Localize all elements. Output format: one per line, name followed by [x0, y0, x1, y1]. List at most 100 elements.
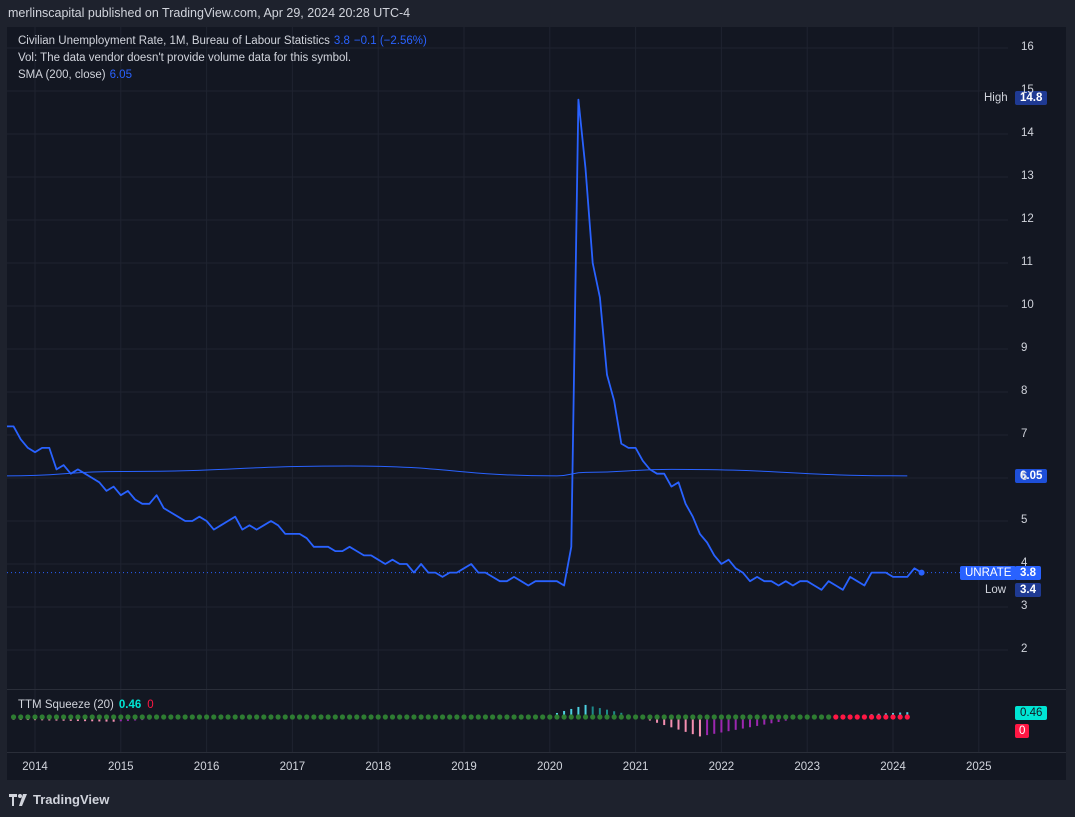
squeeze-dot [397, 714, 403, 720]
y-tick-label: 2 [1021, 643, 1028, 655]
legend-sma-value: 6.05 [109, 69, 132, 81]
squeeze-dot [625, 714, 632, 720]
squeeze-dot [382, 714, 388, 720]
momentum-bar [713, 717, 716, 734]
squeeze-dot [826, 714, 832, 720]
squeeze-dot [432, 714, 438, 720]
squeeze-dot [575, 714, 582, 720]
last-value-dot [918, 569, 925, 576]
squeeze-dot [25, 714, 31, 720]
squeeze-dot [46, 714, 52, 720]
squeeze-dot [554, 714, 560, 720]
x-tick-label: 2017 [279, 761, 306, 773]
squeeze-dot [683, 714, 689, 720]
pane-separator[interactable] [7, 689, 1066, 690]
y-tick-label: 14 [1021, 127, 1034, 139]
squeeze-dot [282, 714, 288, 720]
sma-tag-value: 6.05 [1015, 469, 1048, 483]
published-by-line: merlinscapital published on TradingView.… [8, 6, 411, 20]
momentum-bar [698, 717, 701, 737]
squeeze-dot [640, 714, 646, 720]
squeeze-dot [246, 714, 253, 720]
squeeze-dot [697, 714, 703, 720]
unrate-line [7, 98, 923, 591]
momentum-bar [570, 708, 573, 717]
squeeze-dot [311, 714, 317, 720]
x-tick-label: 2020 [537, 761, 563, 773]
squeeze-dot [883, 714, 889, 720]
momentum-bar [756, 717, 759, 726]
squeeze-dot [96, 714, 102, 720]
squeeze-dot [568, 714, 574, 720]
squeeze-dot [582, 714, 589, 720]
squeeze-dot [68, 714, 74, 720]
squeeze-dot [647, 714, 653, 720]
squeeze-dot [189, 714, 195, 720]
momentum-bar [677, 717, 680, 730]
squeeze-dot [404, 714, 410, 720]
squeeze-dot [61, 714, 67, 720]
y-tick-label: 15 [1021, 84, 1034, 96]
x-tick-label: 2019 [451, 761, 477, 773]
momentum-bar [613, 711, 616, 717]
squeeze-dot [411, 714, 417, 720]
squeeze-dot [633, 714, 639, 720]
squeeze-dot [39, 714, 45, 720]
legend-last-value: 3.8 [333, 35, 350, 47]
squeeze-dot [811, 714, 817, 720]
footer-brand[interactable]: TradingView [9, 792, 109, 807]
squeeze-dot [211, 714, 217, 720]
squeeze-dot [733, 714, 739, 720]
momentum-bar [706, 717, 709, 736]
squeeze-dot [254, 714, 260, 720]
squeeze-dot [261, 714, 267, 720]
squeeze-dot [218, 714, 224, 720]
squeeze-dot [425, 714, 431, 720]
y-tick-label: 7 [1021, 428, 1028, 440]
squeeze-dot [847, 714, 853, 720]
legend-ttm-value2: 0 [147, 699, 154, 711]
squeeze-dot [776, 714, 782, 720]
squeeze-dot [561, 714, 567, 720]
chart-area[interactable] [7, 27, 1066, 780]
momentum-bar [720, 717, 723, 733]
squeeze-dot [239, 714, 245, 720]
squeeze-dot [504, 714, 510, 720]
squeeze-dot [768, 714, 775, 720]
squeeze-dot [225, 714, 231, 720]
squeeze-dot [304, 714, 310, 720]
squeeze-dot [754, 714, 760, 720]
high-tag-label: High [979, 91, 1013, 105]
squeeze-dot [368, 714, 374, 720]
squeeze-dot [132, 714, 138, 720]
squeeze-dot [182, 714, 188, 720]
x-tick-label: 2022 [708, 761, 735, 773]
squeeze-dot [454, 714, 460, 720]
symbol-tag-value: 3.8 [1015, 566, 1041, 580]
legend-vol-note: Vol: The data vendor doesn't provide vol… [18, 52, 352, 64]
squeeze-dot [654, 714, 660, 720]
squeeze-dot [790, 714, 796, 720]
squeeze-dot [232, 714, 238, 720]
y-tick-label: 4 [1021, 557, 1028, 569]
squeeze-dot [783, 714, 789, 720]
squeeze-dot [490, 714, 496, 720]
squeeze-dot [89, 714, 95, 720]
squeeze-dot [675, 714, 682, 720]
squeeze-dot [740, 714, 746, 720]
squeeze-dot [75, 714, 81, 720]
x-tick-label: 2018 [365, 761, 391, 773]
sma-line [6, 465, 908, 477]
momentum-bar [770, 717, 773, 724]
momentum-bar [598, 708, 601, 717]
high-tag-value: 14.8 [1015, 91, 1048, 105]
x-tick-label: 2024 [880, 761, 906, 773]
squeeze-dot [268, 714, 274, 720]
squeeze-dot [904, 714, 910, 720]
squeeze-dot [475, 714, 481, 720]
x-tick-label: 2021 [622, 761, 649, 773]
y-tick-label: 9 [1021, 342, 1028, 354]
momentum-bar [577, 706, 580, 717]
squeeze-dot [332, 714, 338, 720]
